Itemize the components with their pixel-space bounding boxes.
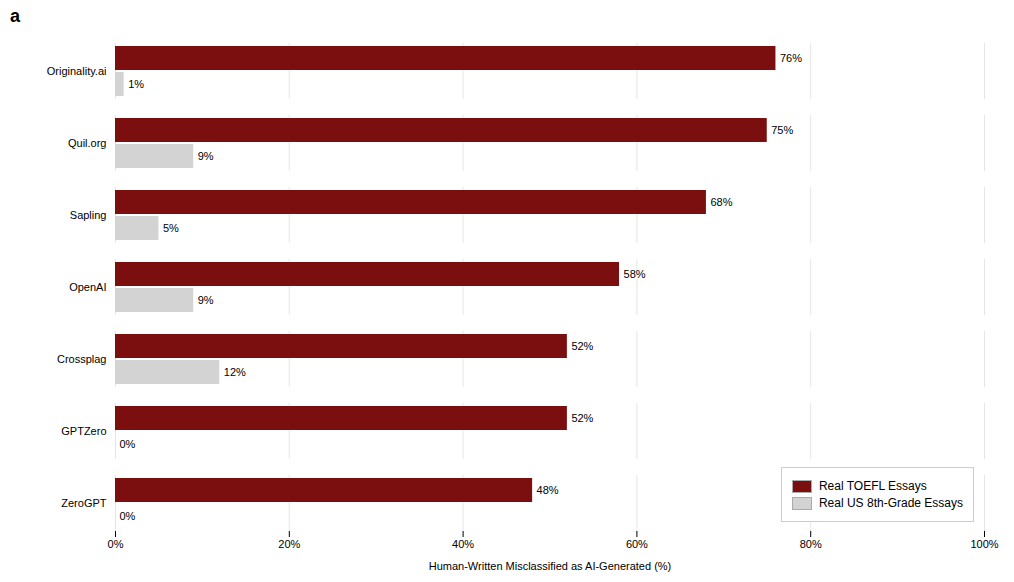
- svg-text:76%: 76%: [780, 52, 802, 64]
- svg-text:0%: 0%: [120, 438, 136, 450]
- svg-text:ZeroGPT: ZeroGPT: [61, 497, 107, 509]
- svg-text:58%: 58%: [624, 268, 646, 280]
- svg-text:52%: 52%: [571, 340, 593, 352]
- svg-text:75%: 75%: [771, 124, 793, 136]
- html-text:Real US 8th-Grade Essays: Real US 8th-Grade Essays: [818, 496, 963, 510]
- svg-text:9%: 9%: [198, 150, 214, 162]
- svg-text:80%: 80%: [800, 538, 822, 550]
- svg-text:Sapling: Sapling: [70, 209, 107, 221]
- html-text:a: a: [10, 6, 20, 26]
- svg-text:0%: 0%: [120, 510, 136, 522]
- svg-text:5%: 5%: [163, 222, 179, 234]
- svg-text:OpenAI: OpenAI: [69, 281, 106, 293]
- svg-text:68%: 68%: [710, 196, 732, 208]
- svg-text:52%: 52%: [571, 412, 593, 424]
- svg-text:20%: 20%: [278, 538, 300, 550]
- svg-text:100%: 100%: [970, 538, 998, 550]
- svg-text:GPTZero: GPTZero: [61, 425, 106, 437]
- svg-text:Human-Written Misclassified as: Human-Written Misclassified as AI-Genera…: [429, 560, 672, 572]
- svg-text:40%: 40%: [452, 538, 474, 550]
- svg-text:Crossplag: Crossplag: [57, 353, 107, 365]
- svg-text:48%: 48%: [537, 484, 559, 496]
- svg-text:Originality.ai: Originality.ai: [47, 65, 107, 77]
- html-text:Real TOEFL Essays: Real TOEFL Essays: [818, 479, 927, 493]
- svg-text:12%: 12%: [224, 366, 246, 378]
- svg-text:0%: 0%: [108, 538, 124, 550]
- svg-text:60%: 60%: [626, 538, 648, 550]
- svg-text:9%: 9%: [198, 294, 214, 306]
- svg-text:Quil.org: Quil.org: [68, 137, 107, 149]
- svg-text:1%: 1%: [128, 78, 144, 90]
